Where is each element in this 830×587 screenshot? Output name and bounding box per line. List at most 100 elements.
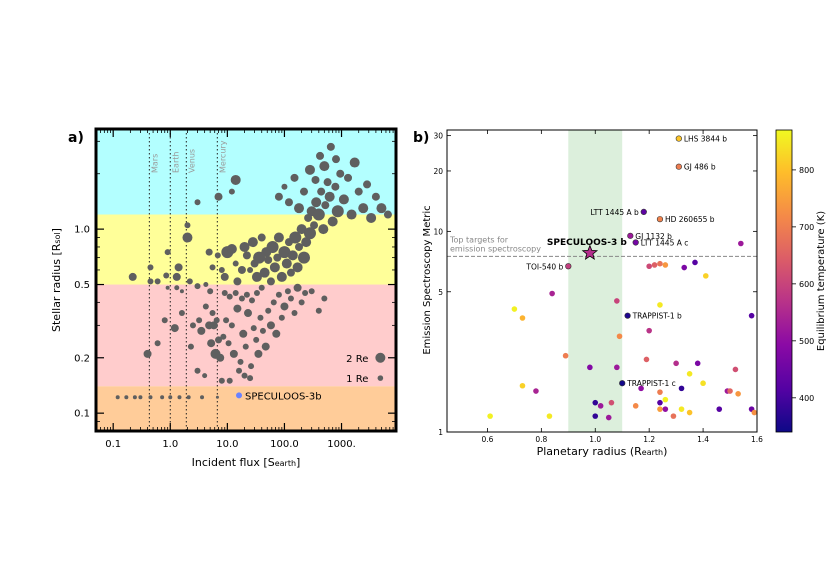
planet-point (253, 336, 260, 343)
planet-point (304, 164, 315, 175)
planet-point (164, 249, 171, 256)
panel-a-xlabel: Incident flux [Searth] (192, 456, 301, 469)
esm-point (651, 262, 658, 268)
esm-point (657, 399, 663, 406)
planet-point (186, 395, 191, 400)
esm-point (646, 263, 652, 270)
planet-point (215, 336, 223, 344)
planet-point (209, 321, 218, 330)
esm-point (727, 388, 733, 394)
planet-point (251, 271, 262, 282)
point-trappist-1-b (624, 312, 631, 319)
planet-point (321, 295, 328, 302)
planet-point (336, 169, 345, 178)
esm-point (657, 302, 663, 308)
planet-point (275, 291, 282, 298)
planet-point (273, 253, 282, 262)
threshold-label-2: emission spectroscopy (450, 244, 541, 253)
planet-point (258, 284, 265, 291)
planet-point (315, 307, 322, 314)
planet-point (376, 203, 387, 214)
planet-point (354, 187, 363, 196)
planet-point (124, 395, 129, 400)
planet-point (236, 367, 243, 374)
planet-point (287, 250, 298, 261)
planet-point (194, 283, 201, 290)
planet-point (177, 395, 182, 400)
planet-point (214, 192, 223, 201)
planet-point (205, 248, 213, 256)
planet-point (226, 243, 237, 254)
planet-point (229, 349, 238, 358)
colorbar-tick-label: 800 (799, 166, 814, 175)
planet-point (264, 255, 273, 264)
planet-point (311, 197, 322, 208)
esm-point (716, 406, 723, 412)
colorbar-label: Equilibrium temperature (K) (816, 211, 827, 351)
size-legend-marker-1 (377, 375, 384, 381)
esm-point (592, 399, 599, 406)
planet-point (230, 174, 241, 185)
esm-point (638, 385, 644, 392)
planet-point (265, 307, 272, 314)
esm-point (511, 306, 518, 312)
panel-a: a) Mars Earth Venus Mercury 2 Re 1 Re SPECULO… (50, 127, 398, 469)
solar-label-mars: Mars (150, 154, 159, 173)
colorbar-tick-label: 700 (799, 223, 814, 232)
planet-point (228, 188, 235, 195)
esm-point (673, 360, 679, 367)
planet-point (244, 309, 253, 318)
planet-point (147, 264, 154, 271)
a-xtick-label: 10.0 (216, 439, 238, 450)
label-gj-486-b: GJ 486 b (684, 163, 716, 172)
planet-point (299, 187, 308, 196)
a-xtick-label: 100.0 (270, 439, 299, 450)
planet-point (363, 180, 372, 189)
planet-point (270, 299, 277, 306)
planet-point (276, 271, 287, 282)
planet-point (358, 203, 369, 214)
a-ytick-label: 0.5 (74, 280, 90, 291)
esm-point (670, 413, 677, 419)
label-toi-540-b: TOI-540 b (525, 262, 563, 271)
panel-b-labels: LHS 3844 b GJ 486 b LTT 1445 A b HD 260655 … (525, 135, 727, 389)
planet-point (257, 314, 264, 321)
esm-point (546, 413, 553, 419)
b-ytick-label: 10 (433, 227, 443, 236)
esm-point (533, 388, 539, 394)
esm-point (681, 264, 688, 271)
colorbar-gradient (775, 129, 793, 433)
a-ytick-label: 0.2 (74, 353, 90, 364)
point-trappist-1-c (619, 380, 626, 387)
planet-point (209, 264, 216, 271)
label-hd-260655-b: HD 260655 b (665, 215, 715, 224)
planet-point (223, 317, 230, 324)
planet-point (179, 289, 184, 294)
panel-b-points (487, 135, 757, 421)
planet-point (161, 317, 168, 324)
planet-point (323, 178, 332, 187)
planet-point (194, 367, 201, 374)
planet-point (294, 203, 305, 214)
planet-point (250, 325, 257, 332)
planet-point (203, 282, 209, 288)
planet-point (259, 267, 270, 278)
planet-point (186, 278, 193, 285)
planet-point (232, 289, 239, 296)
panel-b-ylabel: Emission Spectroscopy Metric (422, 205, 433, 354)
esm-point (597, 403, 604, 409)
planet-point (138, 395, 143, 400)
planet-point (298, 299, 305, 306)
planet-point (163, 272, 170, 279)
planet-point (247, 266, 254, 273)
esm-point (694, 360, 701, 367)
planet-point (220, 272, 229, 281)
esm-point (605, 414, 612, 421)
planet-point (257, 233, 266, 242)
panel-b-frame (446, 129, 758, 433)
planet-point (331, 155, 340, 164)
planet-point (284, 198, 293, 207)
planet-point (326, 142, 335, 151)
planet-point (239, 329, 248, 338)
